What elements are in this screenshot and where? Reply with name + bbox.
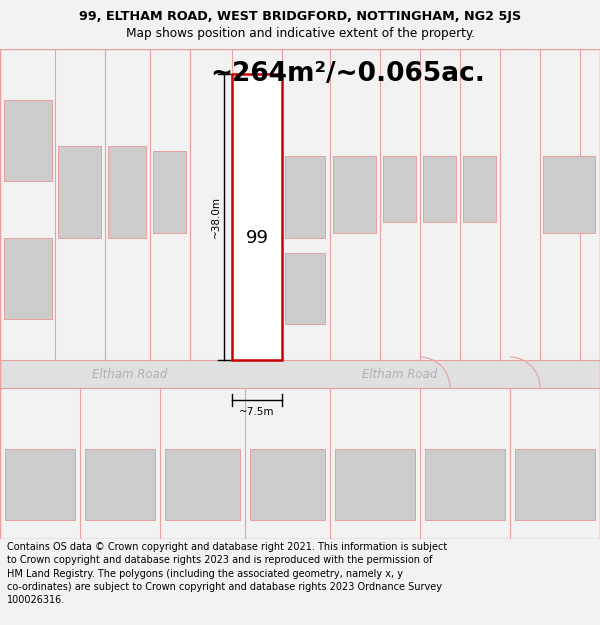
Bar xyxy=(423,156,456,222)
Text: Map shows position and indicative extent of the property.: Map shows position and indicative extent… xyxy=(125,27,475,40)
Text: ~38.0m: ~38.0m xyxy=(211,196,221,238)
Text: ~264m²/~0.065ac.: ~264m²/~0.065ac. xyxy=(210,61,485,87)
Bar xyxy=(543,156,595,232)
Bar xyxy=(153,151,186,232)
Text: ~7.5m: ~7.5m xyxy=(239,407,275,417)
Bar xyxy=(425,449,505,521)
Bar xyxy=(5,449,75,521)
Bar xyxy=(232,74,282,360)
Text: Eltham Road: Eltham Road xyxy=(92,368,167,381)
Bar xyxy=(85,449,155,521)
Text: 99, ELTHAM ROAD, WEST BRIDGFORD, NOTTINGHAM, NG2 5JS: 99, ELTHAM ROAD, WEST BRIDGFORD, NOTTING… xyxy=(79,10,521,22)
Bar xyxy=(165,449,240,521)
Bar xyxy=(58,146,101,238)
Text: Eltham Road: Eltham Road xyxy=(362,368,437,381)
Bar xyxy=(515,449,595,521)
Text: Contains OS data © Crown copyright and database right 2021. This information is : Contains OS data © Crown copyright and d… xyxy=(7,542,448,605)
Bar xyxy=(4,100,52,181)
Bar xyxy=(285,156,325,238)
Bar xyxy=(4,238,52,319)
Bar xyxy=(383,156,416,222)
Bar xyxy=(285,253,325,324)
Bar xyxy=(333,156,376,232)
Bar xyxy=(463,156,496,222)
Text: 99: 99 xyxy=(245,229,269,247)
Bar xyxy=(108,146,146,238)
Bar xyxy=(0,360,600,388)
Bar xyxy=(250,449,325,521)
Bar xyxy=(335,449,415,521)
